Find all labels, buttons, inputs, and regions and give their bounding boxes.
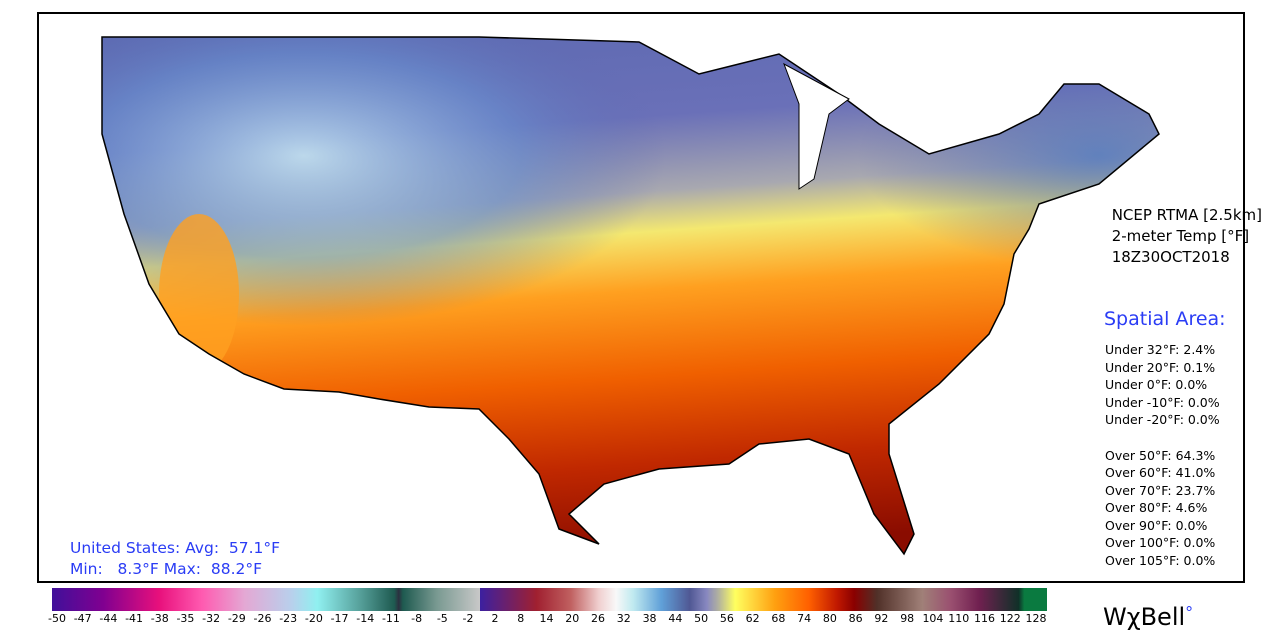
map-frame <box>37 12 1245 583</box>
color-scale-tick: -2 <box>462 612 474 625</box>
us-min-max: Min: 8.3°F Max: 88.2°F <box>70 560 263 578</box>
spatial-area-stats: Under 32°F: 2.4% Under 20°F: 0.1% Under … <box>1105 341 1220 569</box>
valid-time: 18Z30OCT2018 <box>1111 248 1230 266</box>
map-info: NCEP RTMA [2.5km] 2-meter Temp [°F] 18Z3… <box>1112 205 1262 268</box>
color-scale-tick: 8 <box>517 612 525 625</box>
color-scale-tick: 74 <box>797 612 812 625</box>
variable-name: 2-meter Temp [°F] <box>1111 227 1250 245</box>
color-scale-tick: -38 <box>150 612 169 625</box>
color-scale-tick: -20 <box>304 612 323 625</box>
color-scale-tick: -29 <box>227 612 246 625</box>
us-summary: United States: Avg: 57.1°F Min: 8.3°F Ma… <box>70 538 280 580</box>
stat-under-minus20: Under -20°F: 0.0% <box>1105 412 1220 427</box>
color-scale-tick: 80 <box>822 612 837 625</box>
color-scale-tick: 44 <box>668 612 683 625</box>
color-scale-tick: 104 <box>922 612 944 625</box>
stat-over-70: Over 70°F: 23.7% <box>1105 482 1216 498</box>
color-scale-negative <box>52 588 480 611</box>
color-scale-tick: 56 <box>719 612 734 625</box>
color-scale-tick: -50 <box>48 612 66 625</box>
stat-over-50: Over 50°F: 64.3% <box>1105 447 1216 463</box>
color-scale-bar <box>52 588 1047 611</box>
color-scale-tick: -14 <box>356 612 375 625</box>
color-scale-tick: 62 <box>745 612 760 625</box>
color-scale-tick: 128 <box>1025 612 1047 625</box>
color-scale-tick: 98 <box>900 612 915 625</box>
stat-over-100: Over 100°F: 0.0% <box>1105 535 1216 550</box>
color-scale-tick: 68 <box>771 612 786 625</box>
color-scale-positive <box>480 588 1047 611</box>
stat-over-60: Over 60°F: 41.0% <box>1105 465 1216 480</box>
color-scale-tick: -26 <box>253 612 272 625</box>
color-scale-tick: 122 <box>999 612 1021 625</box>
stat-under-0: Under 0°F: 0.0% <box>1105 377 1208 392</box>
color-scale-tick: -41 <box>125 612 144 625</box>
color-scale-tick: -17 <box>330 612 349 625</box>
wxbell-logo: WχBell° <box>1103 603 1193 631</box>
color-scale-tick: 38 <box>642 612 657 625</box>
color-scale-tick: 116 <box>973 612 995 625</box>
data-source: NCEP RTMA [2.5km] <box>1111 206 1262 224</box>
us-average: United States: Avg: 57.1°F <box>70 539 281 557</box>
color-scale-tick: 2 <box>491 612 499 625</box>
color-scale-tick: -44 <box>99 612 118 625</box>
color-scale-tick: 32 <box>616 612 631 625</box>
lake-michigan <box>783 62 850 190</box>
color-scale-tick: 26 <box>591 612 606 625</box>
stat-under-32: Under 32°F: 2.4% <box>1105 342 1216 357</box>
stat-over-80: Over 80°F: 4.6% <box>1105 500 1208 515</box>
color-scale-tick: -35 <box>176 612 195 625</box>
color-scale-tick: 20 <box>565 612 580 625</box>
logo-text: WχBell <box>1103 603 1186 631</box>
color-scale-tick: 110 <box>948 612 970 625</box>
color-scale-tick: 50 <box>694 612 709 625</box>
color-scale-tick: -23 <box>279 612 298 625</box>
stat-under-20: Under 20°F: 0.1% <box>1105 359 1216 375</box>
color-scale-tick: -47 <box>73 612 92 625</box>
color-scale-tick: 92 <box>874 612 889 625</box>
spatial-area-title: Spatial Area: <box>1104 308 1226 330</box>
color-scale-tick: -32 <box>202 612 221 625</box>
stat-over-90: Over 90°F: 0.0% <box>1105 517 1208 533</box>
logo-mark: ° <box>1185 603 1194 622</box>
stat-over-105: Over 105°F: 0.0% <box>1105 552 1216 568</box>
color-scale-tick: -8 <box>411 612 423 625</box>
color-scale-tick: 14 <box>539 612 554 625</box>
color-scale-tick: -5 <box>436 612 448 625</box>
stat-under-minus10: Under -10°F: 0.0% <box>1105 394 1220 410</box>
temperature-map <box>101 36 1160 555</box>
color-scale-tick: -11 <box>381 612 400 625</box>
color-scale-tick: 86 <box>848 612 863 625</box>
